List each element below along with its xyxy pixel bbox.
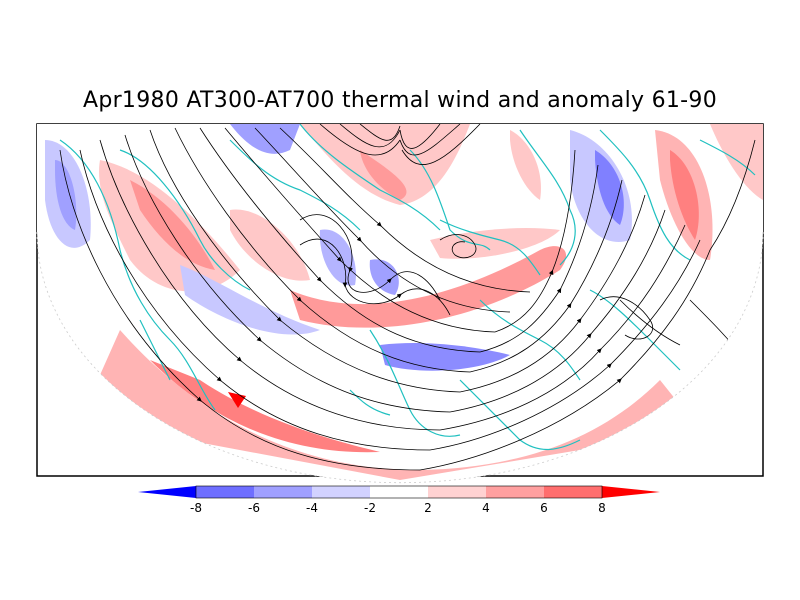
colorbar-segment [428, 486, 486, 498]
colorbar: -8 -6 -4 -2 2 4 6 8 [138, 485, 660, 515]
colorbar-segment [196, 486, 254, 498]
warm-anomaly-central [290, 246, 567, 328]
colorbar-segment [602, 486, 660, 498]
colorbar-tick-label: -8 [190, 501, 202, 515]
colorbar-segment [544, 486, 602, 498]
warm-anomaly-south-core [150, 360, 380, 453]
colorbar-tick-label: 2 [424, 501, 432, 515]
colorbar-tick-label: -2 [364, 501, 376, 515]
colorbar-tick-label: 4 [482, 501, 490, 515]
anomaly-field [37, 124, 763, 483]
colorbar-tick-label: 8 [598, 501, 606, 515]
colorbar-tick-label: -6 [248, 501, 260, 515]
colorbar-tick-label: -4 [306, 501, 318, 515]
colorbar-segment [254, 486, 312, 498]
warm-anomaly-south [80, 330, 700, 480]
colorbar-tick-label: 6 [540, 501, 548, 515]
colorbar-segment [370, 486, 428, 498]
thermal-wind-streamlines [59, 124, 756, 471]
cold-anomaly-band [180, 265, 320, 335]
coastlines [59, 124, 756, 451]
map-title: Apr1980 AT300-AT700 thermal wind and ano… [82, 88, 718, 113]
warm-anomaly-pole [300, 124, 470, 205]
colorbar-segment [486, 486, 544, 498]
colorbar-segment [138, 486, 196, 498]
colorbar-segment [312, 486, 370, 498]
